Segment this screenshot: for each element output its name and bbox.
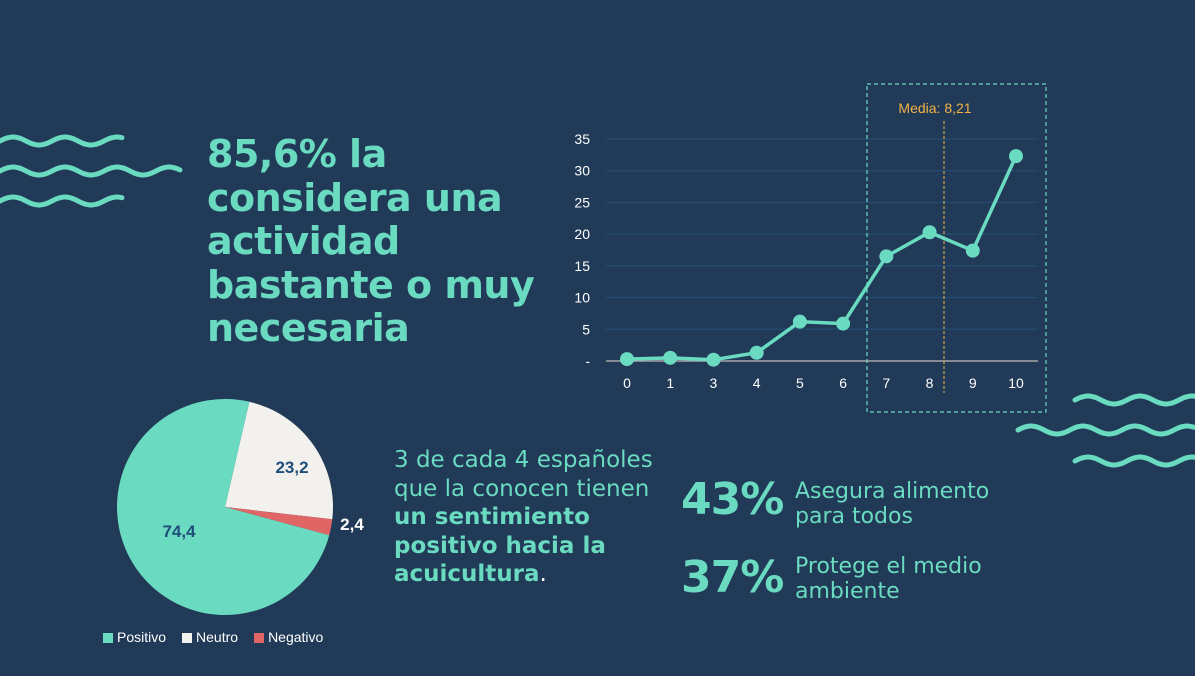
x-tick-label: 5: [796, 375, 804, 391]
y-tick-label: 25: [574, 194, 590, 210]
line-chart: - 5 10 15 20 25 30 35 0 1 3 4 5 6 7 8 9 10 Media: 8,21: [574, 83, 1047, 413]
data-point: [706, 352, 721, 367]
x-tick-label: 10: [1008, 375, 1024, 391]
median-label: Media: 8,21: [898, 100, 971, 116]
y-tick-label: 35: [574, 131, 590, 147]
x-tick-label: 4: [753, 375, 761, 391]
y-tick-label: 5: [582, 321, 590, 337]
y-tick-label: 15: [574, 258, 590, 274]
x-tick-label: 1: [666, 375, 674, 391]
headline: 85,6% la considera una actividad bastant…: [207, 132, 535, 350]
stat-label-food: Asegura alimento para todos: [795, 479, 990, 529]
pie-slice-neutro: [225, 401, 333, 520]
pie-label-negativo: 2,4: [340, 515, 364, 534]
wave: [0, 164, 183, 178]
wave: [0, 134, 125, 148]
legend-negativo: Negativo: [254, 629, 323, 645]
data-point: [836, 316, 851, 331]
stat-value-food: 43%: [681, 474, 784, 525]
pie-legend: Positivo Neutro Negativo: [103, 629, 323, 645]
y-tick-label: 30: [574, 163, 590, 179]
data-point: [663, 350, 678, 365]
data-line: [626, 155, 1018, 362]
x-tick-label: 3: [710, 375, 718, 391]
sentiment-text: 3 de cada 4 españoles que la conocen tie…: [394, 447, 653, 587]
wave: [1015, 423, 1195, 437]
y-tick-label: 20: [574, 226, 590, 242]
pie-label-neutro: 23,2: [275, 458, 308, 477]
data-point: [792, 314, 807, 329]
legend-neutro: Neutro: [182, 629, 238, 645]
wave: [1072, 454, 1195, 468]
pie-slice-positivo: [117, 399, 330, 615]
data-point: [879, 249, 894, 264]
y-tick-label: 10: [574, 290, 590, 306]
stat-value-environment: 37%: [681, 552, 784, 603]
stat-label-environment: Protege el medio ambiente: [795, 554, 982, 604]
wave: [0, 194, 125, 208]
data-point: [749, 345, 764, 360]
data-point: [922, 225, 937, 240]
pie-label-positivo: 74,4: [162, 522, 196, 541]
data-point: [1009, 149, 1023, 164]
data-point: [965, 243, 980, 258]
legend-positivo: Positivo: [103, 629, 166, 645]
x-tick-label: 8: [926, 375, 934, 391]
x-tick-label: 6: [839, 375, 847, 391]
pie-slice-negativo: [225, 507, 333, 536]
data-point: [620, 352, 634, 367]
y-tick-label: -: [585, 353, 590, 369]
pie-chart: 23,2 2,4 74,4: [117, 399, 364, 615]
highlight-box: [866, 83, 1047, 413]
x-tick-label: 7: [882, 375, 890, 391]
x-tick-label: 9: [969, 375, 977, 391]
wave: [1072, 393, 1195, 407]
x-tick-label: 0: [623, 375, 631, 391]
